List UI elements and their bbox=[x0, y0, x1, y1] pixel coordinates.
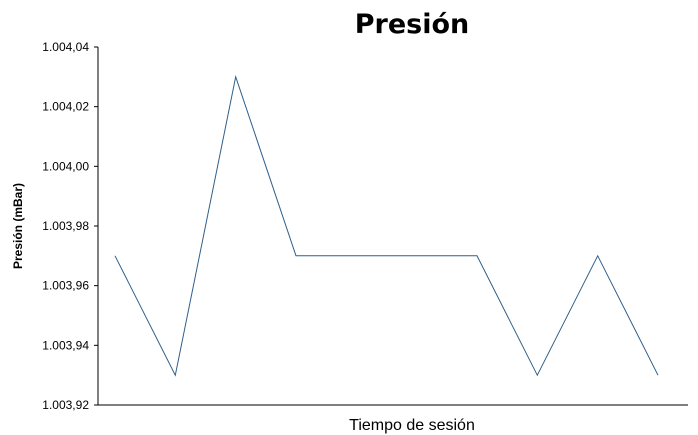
y-axis-label: Presión (mBar) bbox=[11, 183, 25, 269]
y-tick-label: 1.004,00 bbox=[42, 159, 89, 173]
y-tick-label: 1.003,94 bbox=[42, 338, 89, 352]
series-line bbox=[114, 74, 659, 377]
series-layer bbox=[114, 74, 659, 377]
y-tick-label: 1.004,04 bbox=[42, 40, 89, 54]
y-tick-label: 1.003,98 bbox=[42, 219, 89, 233]
x-axis-label: Tiempo de sesión bbox=[349, 417, 475, 434]
y-tick-label: 1.003,92 bbox=[42, 398, 89, 412]
y-tick-label: 1.003,96 bbox=[42, 279, 89, 293]
chart-title: Presión bbox=[355, 9, 470, 40]
y-tick-label: 1.004,02 bbox=[42, 100, 89, 114]
y-axis-ticks: 1.003,92 1.003,94 1.003,96 1.003,98 1.004,00… bbox=[42, 40, 98, 412]
